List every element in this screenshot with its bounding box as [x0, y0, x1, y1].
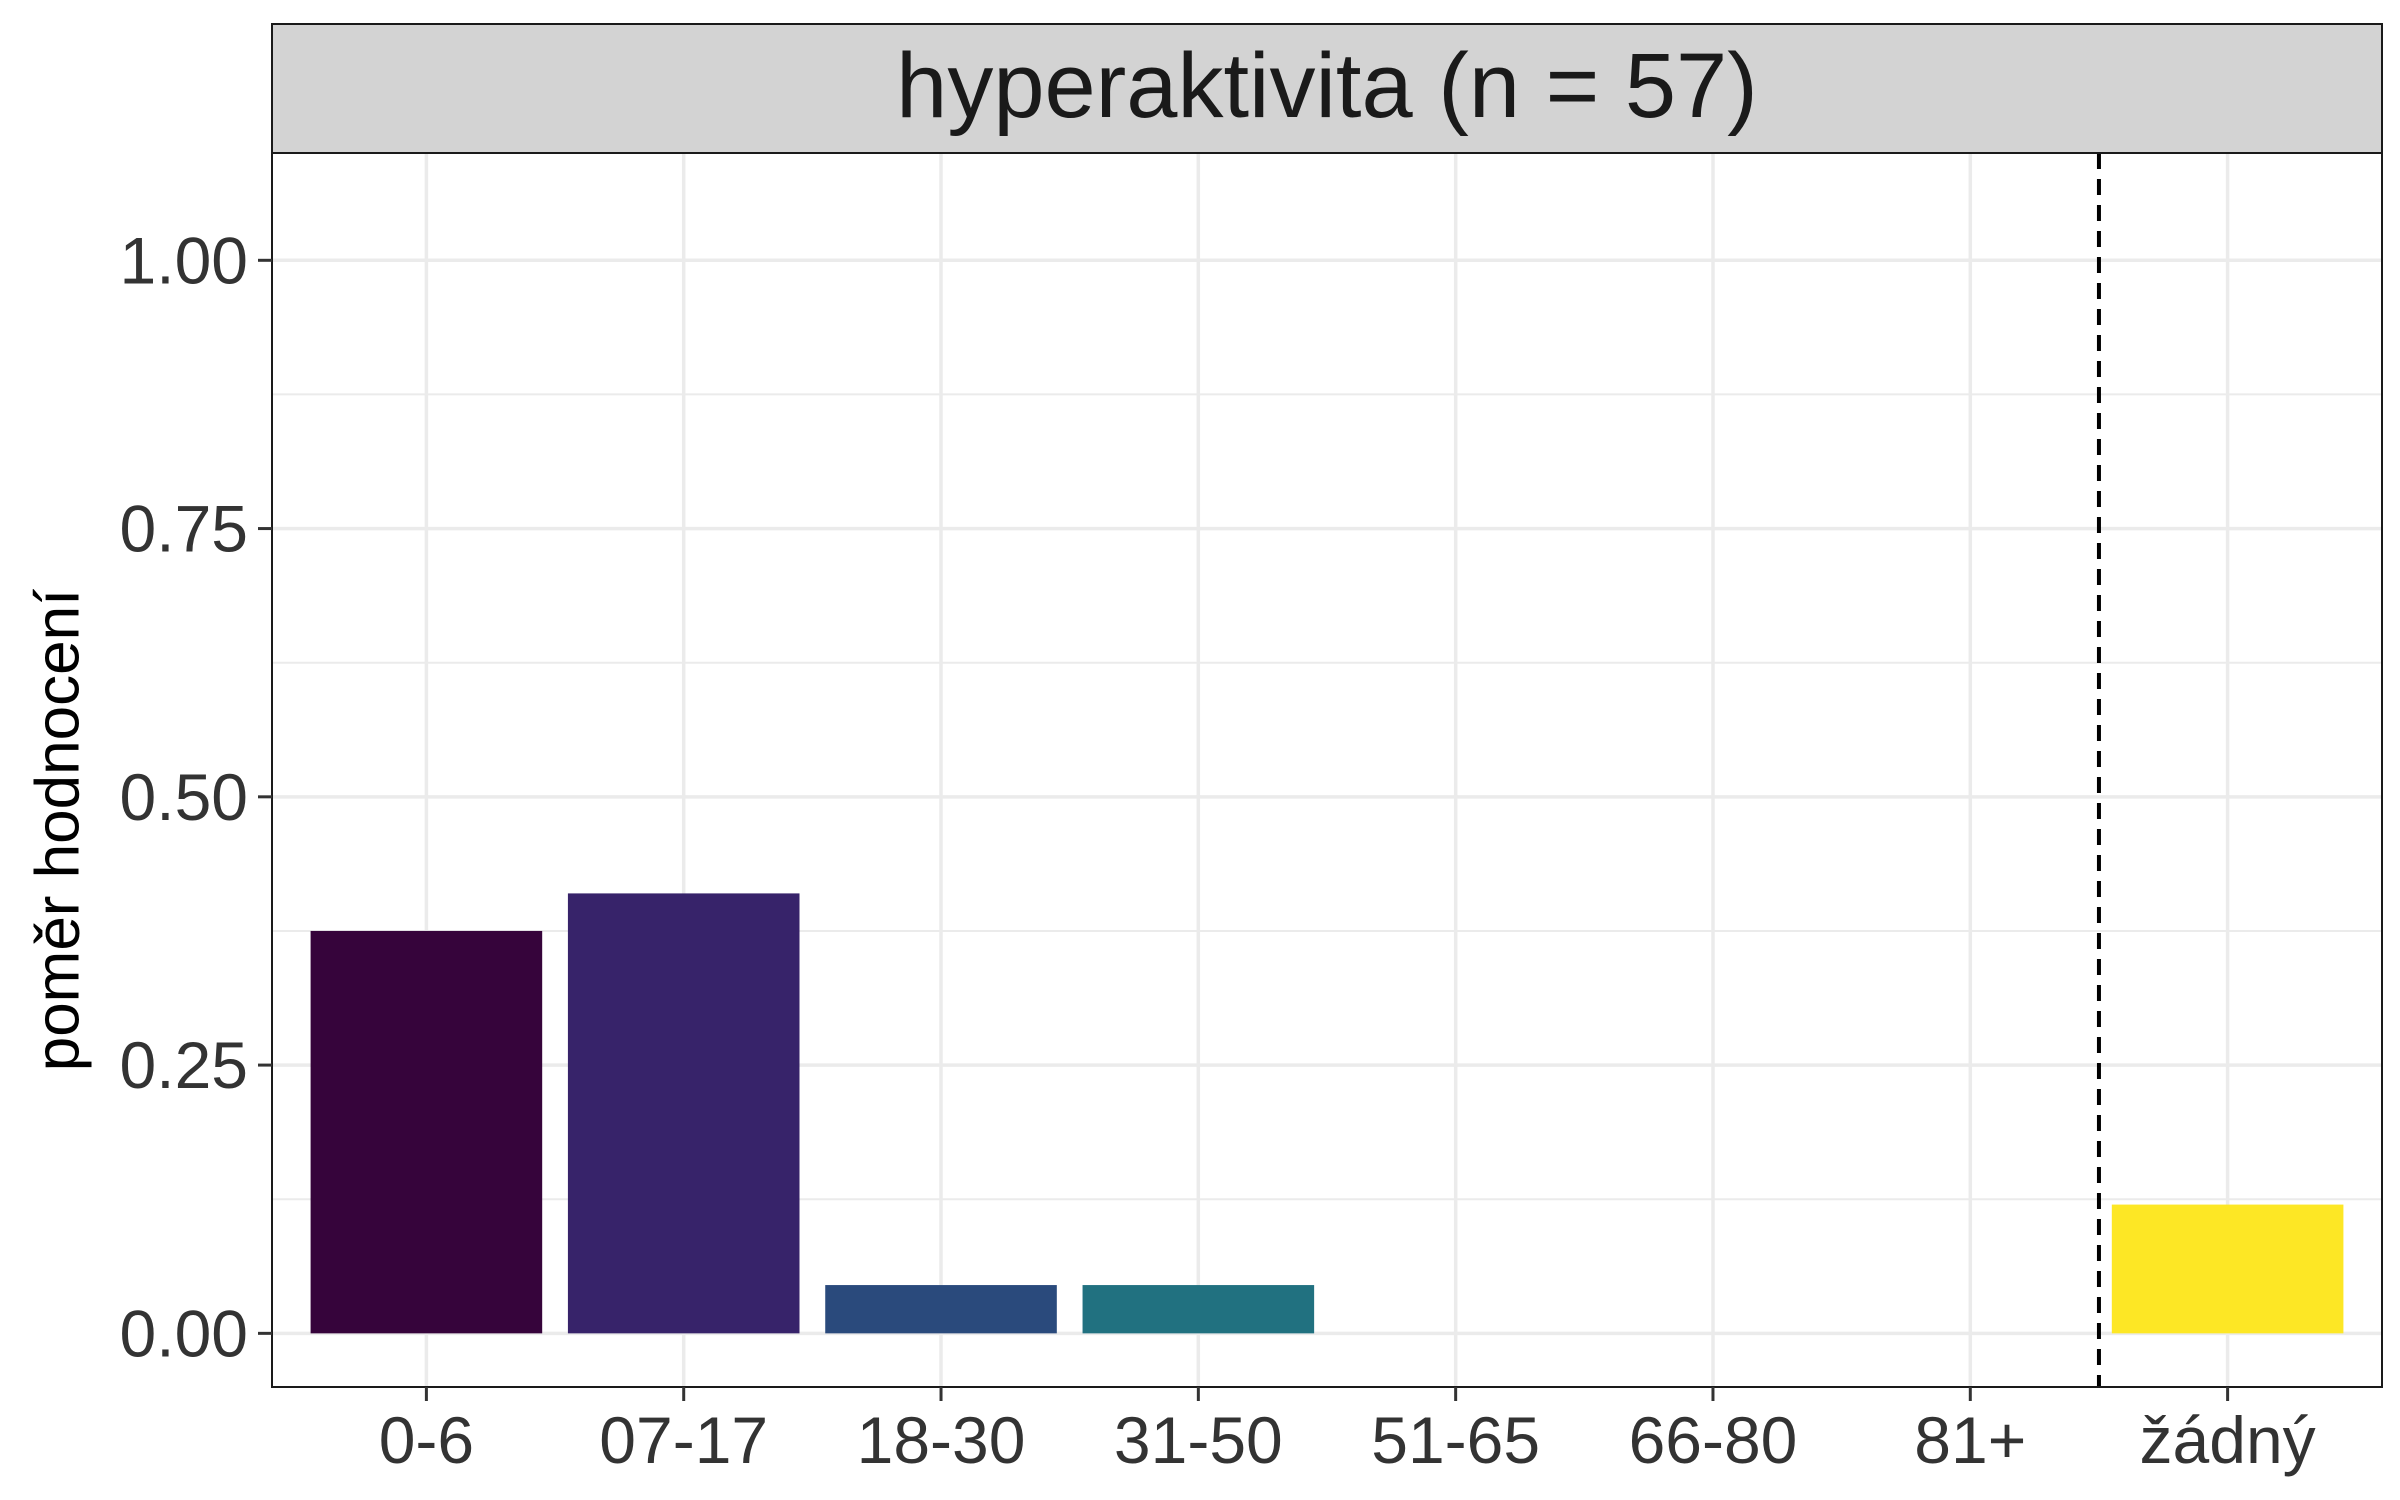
bars	[310, 893, 2344, 1334]
y-axis: 0.00 0.25 0.50 0.75 1.00	[120, 223, 272, 1370]
bar-31-50	[1082, 1285, 1315, 1334]
bar-18-30	[825, 1285, 1057, 1334]
x-tick-label: 81+	[1914, 1403, 2026, 1477]
bar-0-6	[310, 930, 543, 1334]
x-tick-label: 18-30	[857, 1403, 1026, 1477]
panel-border	[271, 152, 2383, 1388]
x-tick-label: 0-6	[379, 1403, 474, 1477]
bar-07-17	[567, 893, 800, 1334]
y-tick-label: 0.50	[120, 760, 248, 834]
x-tick-label: 31-50	[1114, 1403, 1283, 1477]
x-axis: 0-6 07-17 18-30 31-50 51-65 66-80 81+ žádný	[379, 1387, 2316, 1477]
x-tick-label: žádný	[2140, 1403, 2316, 1477]
y-tick-label: 0.25	[120, 1028, 248, 1102]
y-tick-label: 0.00	[120, 1296, 248, 1370]
facet-title: hyperaktivita (n = 57)	[896, 35, 1758, 137]
x-tick-label: 66-80	[1629, 1403, 1798, 1477]
bar-žádný	[2111, 1204, 2344, 1334]
x-tick-label: 07-17	[599, 1403, 768, 1477]
y-tick-label: 1.00	[120, 223, 248, 297]
x-tick-label: 51-65	[1371, 1403, 1540, 1477]
facet-strip: hyperaktivita (n = 57)	[271, 23, 2383, 154]
y-tick-label: 0.75	[120, 492, 248, 566]
y-axis-title: poměr hodnocení	[24, 589, 93, 1072]
facet-strip-background	[271, 23, 2383, 154]
